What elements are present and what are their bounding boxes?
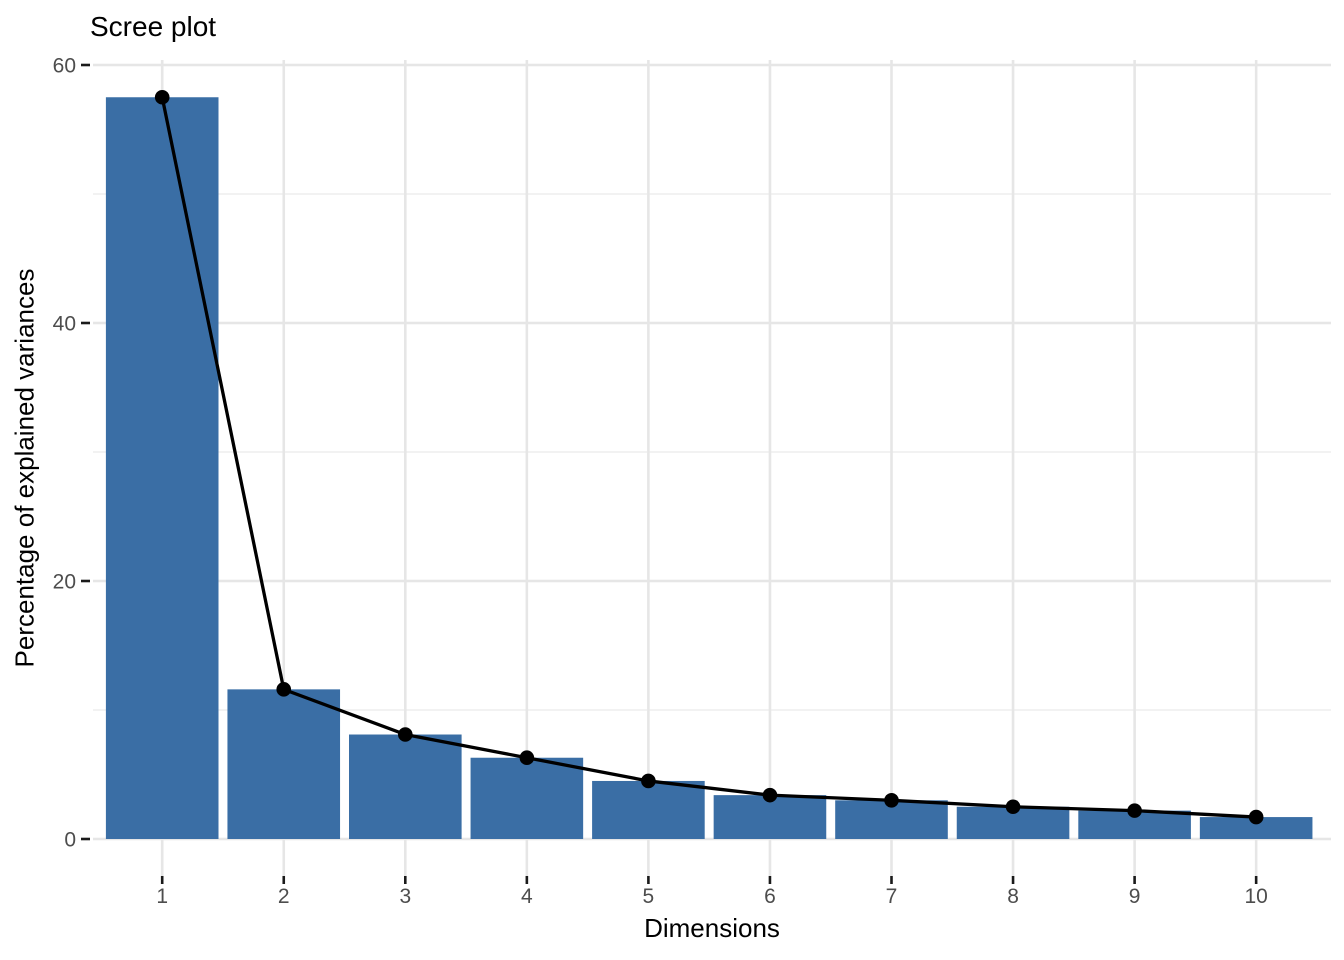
y-tick-label: 20	[53, 571, 76, 594]
x-tick-label: 5	[643, 885, 655, 908]
x-tick-label: 6	[764, 885, 776, 908]
plot-title: Scree plot	[90, 11, 217, 42]
scree-point	[1005, 799, 1021, 815]
scree-point	[884, 793, 899, 808]
scree-point	[154, 89, 170, 105]
x-tick-label: 9	[1129, 885, 1141, 908]
bar	[592, 780, 705, 839]
bar	[105, 97, 219, 839]
x-tick-label: 10	[1244, 885, 1267, 908]
scree-point	[641, 773, 656, 789]
scree-point	[1248, 809, 1264, 825]
x-tick-label: 3	[399, 885, 411, 908]
y-tick-label: 60	[53, 55, 76, 78]
scree-point	[276, 682, 292, 697]
x-tick-label: 1	[156, 885, 168, 908]
y-tick-label: 40	[53, 313, 76, 336]
bar	[1199, 817, 1313, 839]
scree-point	[1127, 803, 1142, 818]
bar	[349, 734, 462, 839]
scree-point	[762, 787, 778, 803]
y-tick-label: 0	[64, 829, 76, 852]
x-tick-label: 4	[521, 885, 533, 908]
x-tick-label: 2	[278, 885, 290, 908]
scree-point	[398, 727, 413, 742]
bar	[227, 689, 341, 839]
y-axis-title: Percentage of explained variances	[9, 268, 40, 668]
x-axis-title: Dimensions	[644, 913, 780, 943]
x-tick-label: 7	[886, 885, 898, 908]
scree-line	[160, 96, 1257, 819]
bar	[470, 757, 584, 839]
bar	[713, 795, 827, 839]
scree-point	[519, 750, 535, 766]
x-tick-label: 8	[1007, 885, 1019, 908]
